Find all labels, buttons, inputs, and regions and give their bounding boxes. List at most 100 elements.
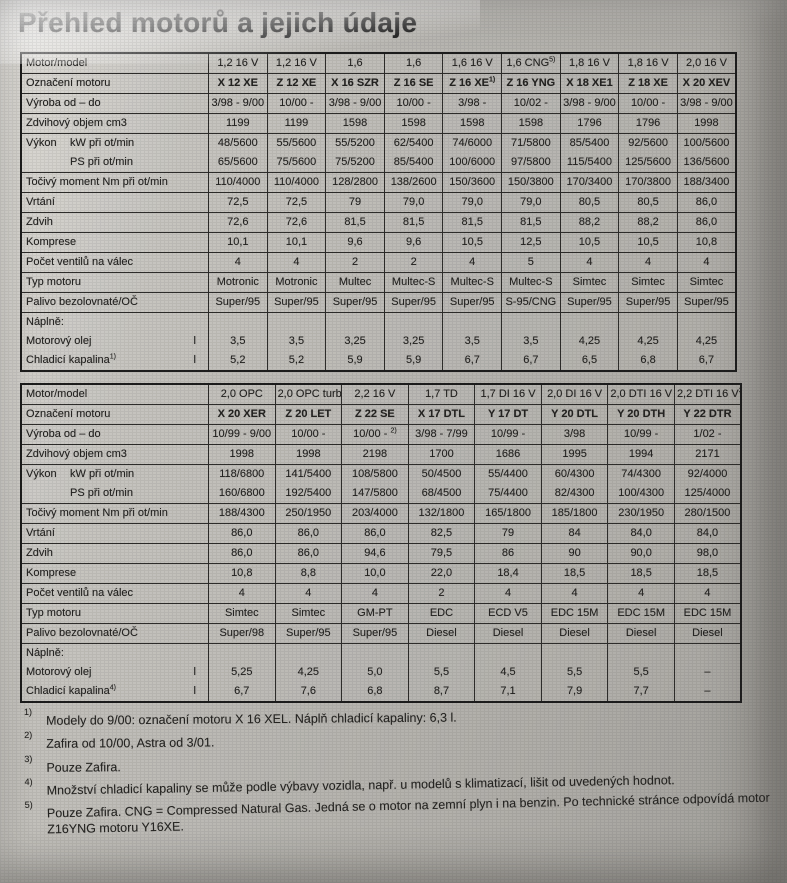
cell-value: 86,0 [274,543,343,564]
cell-value: Y 20 DTH [607,404,675,425]
cell-value: 5,9 [325,351,385,372]
cell-value: EDC 15M [673,603,742,624]
table-row: PS při ot/min 160/6800 192/5400 147/5800 68/… [20,484,742,504]
cell-value: 88,2 [559,212,620,233]
cell-value: 10/00 - [383,93,444,114]
cell-value: 2198 [341,444,409,465]
row-label: Komprese [20,563,209,584]
cell-value: Z 22 SE [341,404,409,425]
cell-value: 1,7 DI 16 V [474,383,542,405]
row-label: Zdvihový objem cm3 [20,113,209,134]
cell-value: Super/95 [618,292,678,313]
cell-value: 7,1 [474,682,542,703]
row-label: PS při ot/min [20,484,209,504]
cell-value: 1598 [442,113,503,134]
cell-value: 203/4000 [341,503,409,524]
cell-value: 4 [442,252,503,273]
cell-value [325,312,385,333]
cell-value: X 20 XEV [676,73,737,94]
table-row: Výkon kW při ot/min 48/5600 55/5600 55/5200 6… [20,133,737,154]
row-label: Motor/model [20,52,209,74]
cell-value: Simtec [618,272,678,293]
table-row: PS při ot/min 65/5600 75/5600 75/5200 85/540… [20,153,737,173]
cell-value: 10,0 [341,563,409,584]
cell-value: 79,0 [383,192,444,213]
cell-value: 18,5 [673,563,742,584]
cell-value: Z 20 LET [274,404,343,425]
cell-value: 1,6 16 V [442,52,503,74]
row-label: Typ motoru [20,603,209,624]
unit-label: l [193,666,196,679]
cell-value: 150/3600 [442,172,503,193]
cell-value [274,643,343,664]
row-label: Palivo bezolovnaté/OČ [20,623,209,644]
row-label: Označení motoru [20,404,209,425]
cell-value: Motronic [266,272,327,293]
cell-value: 1,7 TD [407,383,476,405]
cell-value: 1598 [325,113,385,134]
cell-value: Diesel [673,623,742,644]
cell-value: 170/3400 [559,172,620,193]
cell-value: 6,7 [501,351,561,372]
cell-value: 3,5 [442,332,503,352]
row-label: Zdvih [20,543,209,564]
cell-value: 4,25 [559,332,620,352]
cell-value [676,312,737,333]
cell-value: 79,0 [501,192,561,213]
cell-value: 3/98 - 9/00 [325,93,385,114]
cell-value: 6,8 [618,351,678,372]
cell-value: 1995 [540,444,609,465]
cell-value: 1,6 CNG5) [501,52,561,74]
engine-table-petrol-body: Motor/model 1,2 16 V 1,2 16 V 1,6 1,6 1,6 16 … [20,52,737,372]
footnote-text: Zafira od 10/00, Astra od 3/01. [46,735,215,752]
cell-value: 138/2600 [383,172,444,193]
cell-value: Motronic [208,272,268,293]
cell-value: 80,5 [618,192,678,213]
table-row: Označení motoru X 12 XE Z 12 XE X 16 SZR Z 1… [20,73,737,94]
cell-value: 6,7 [676,351,737,372]
cell-value: Z 16 YNG [501,73,561,94]
cell-value: 5,2 [208,351,268,372]
cell-value: 185/1800 [540,503,609,524]
cell-value: 84,0 [607,523,675,544]
cell-value: 3,5 [501,332,561,352]
cell-value: 141/5400 [274,464,343,485]
cell-value: 2,0 DI 16 V [540,383,609,405]
cell-value: 125/4000 [673,484,742,504]
table-row: Motorový olej l 3,5 3,5 3,25 3,25 3,5 3,5 4,25 4,… [20,332,737,352]
engine-table-petrol: Motor/model 1,2 16 V 1,2 16 V 1,6 1,6 1,6 16 … [20,52,737,372]
cell-value: 48/5600 [208,133,268,154]
cell-value: 5,9 [383,351,444,372]
cell-value [673,643,742,664]
cell-value: 3,5 [266,332,327,352]
cell-value: 6,7 [208,682,276,703]
table-row: Motor/model 1,2 16 V 1,2 16 V 1,6 1,6 1,6 16 … [20,52,737,74]
cell-value: 7,9 [540,682,609,703]
cell-value: 86,0 [676,192,737,213]
cell-value: 92/4000 [673,464,742,485]
cell-value: 74/6000 [442,133,503,154]
cell-value: 9,6 [383,232,444,253]
cell-value: 108/5800 [341,464,409,485]
cell-value: 4,5 [474,663,542,683]
cell-value: 86,0 [676,212,737,233]
row-label: Zdvih [20,212,209,233]
table-row: Počet ventilů na válec 4 4 4 2 4 4 4 4 [20,583,742,604]
cell-value: 1,8 16 V [559,52,620,74]
table-row: Vrtání 86,0 86,0 86,0 82,5 79 84 84,0 84,0 [20,523,742,544]
cell-value: 55/4400 [474,464,542,485]
cell-value: 188/3400 [676,172,737,193]
row-label: Typ motoru [20,272,209,293]
table-row: Zdvih 86,0 86,0 94,6 79,5 86 90 90,0 98,0 [20,543,742,564]
cell-value: Z 18 XE [618,73,678,94]
cell-value: 74/4300 [607,464,675,485]
table-row: Zdvihový objem cm3 1199 1199 1598 1598 1598 15… [20,113,737,134]
cell-value: 2171 [673,444,742,465]
unit-label: l [193,685,196,698]
cell-value: 7,7 [607,682,675,703]
cell-value: 71/5800 [501,133,561,154]
cell-value: 10,1 [266,232,327,253]
table-row: Výroba od – do 3/98 - 9/00 10/00 -3/98 - 9… [20,93,737,114]
cell-value: 10,5 [618,232,678,253]
